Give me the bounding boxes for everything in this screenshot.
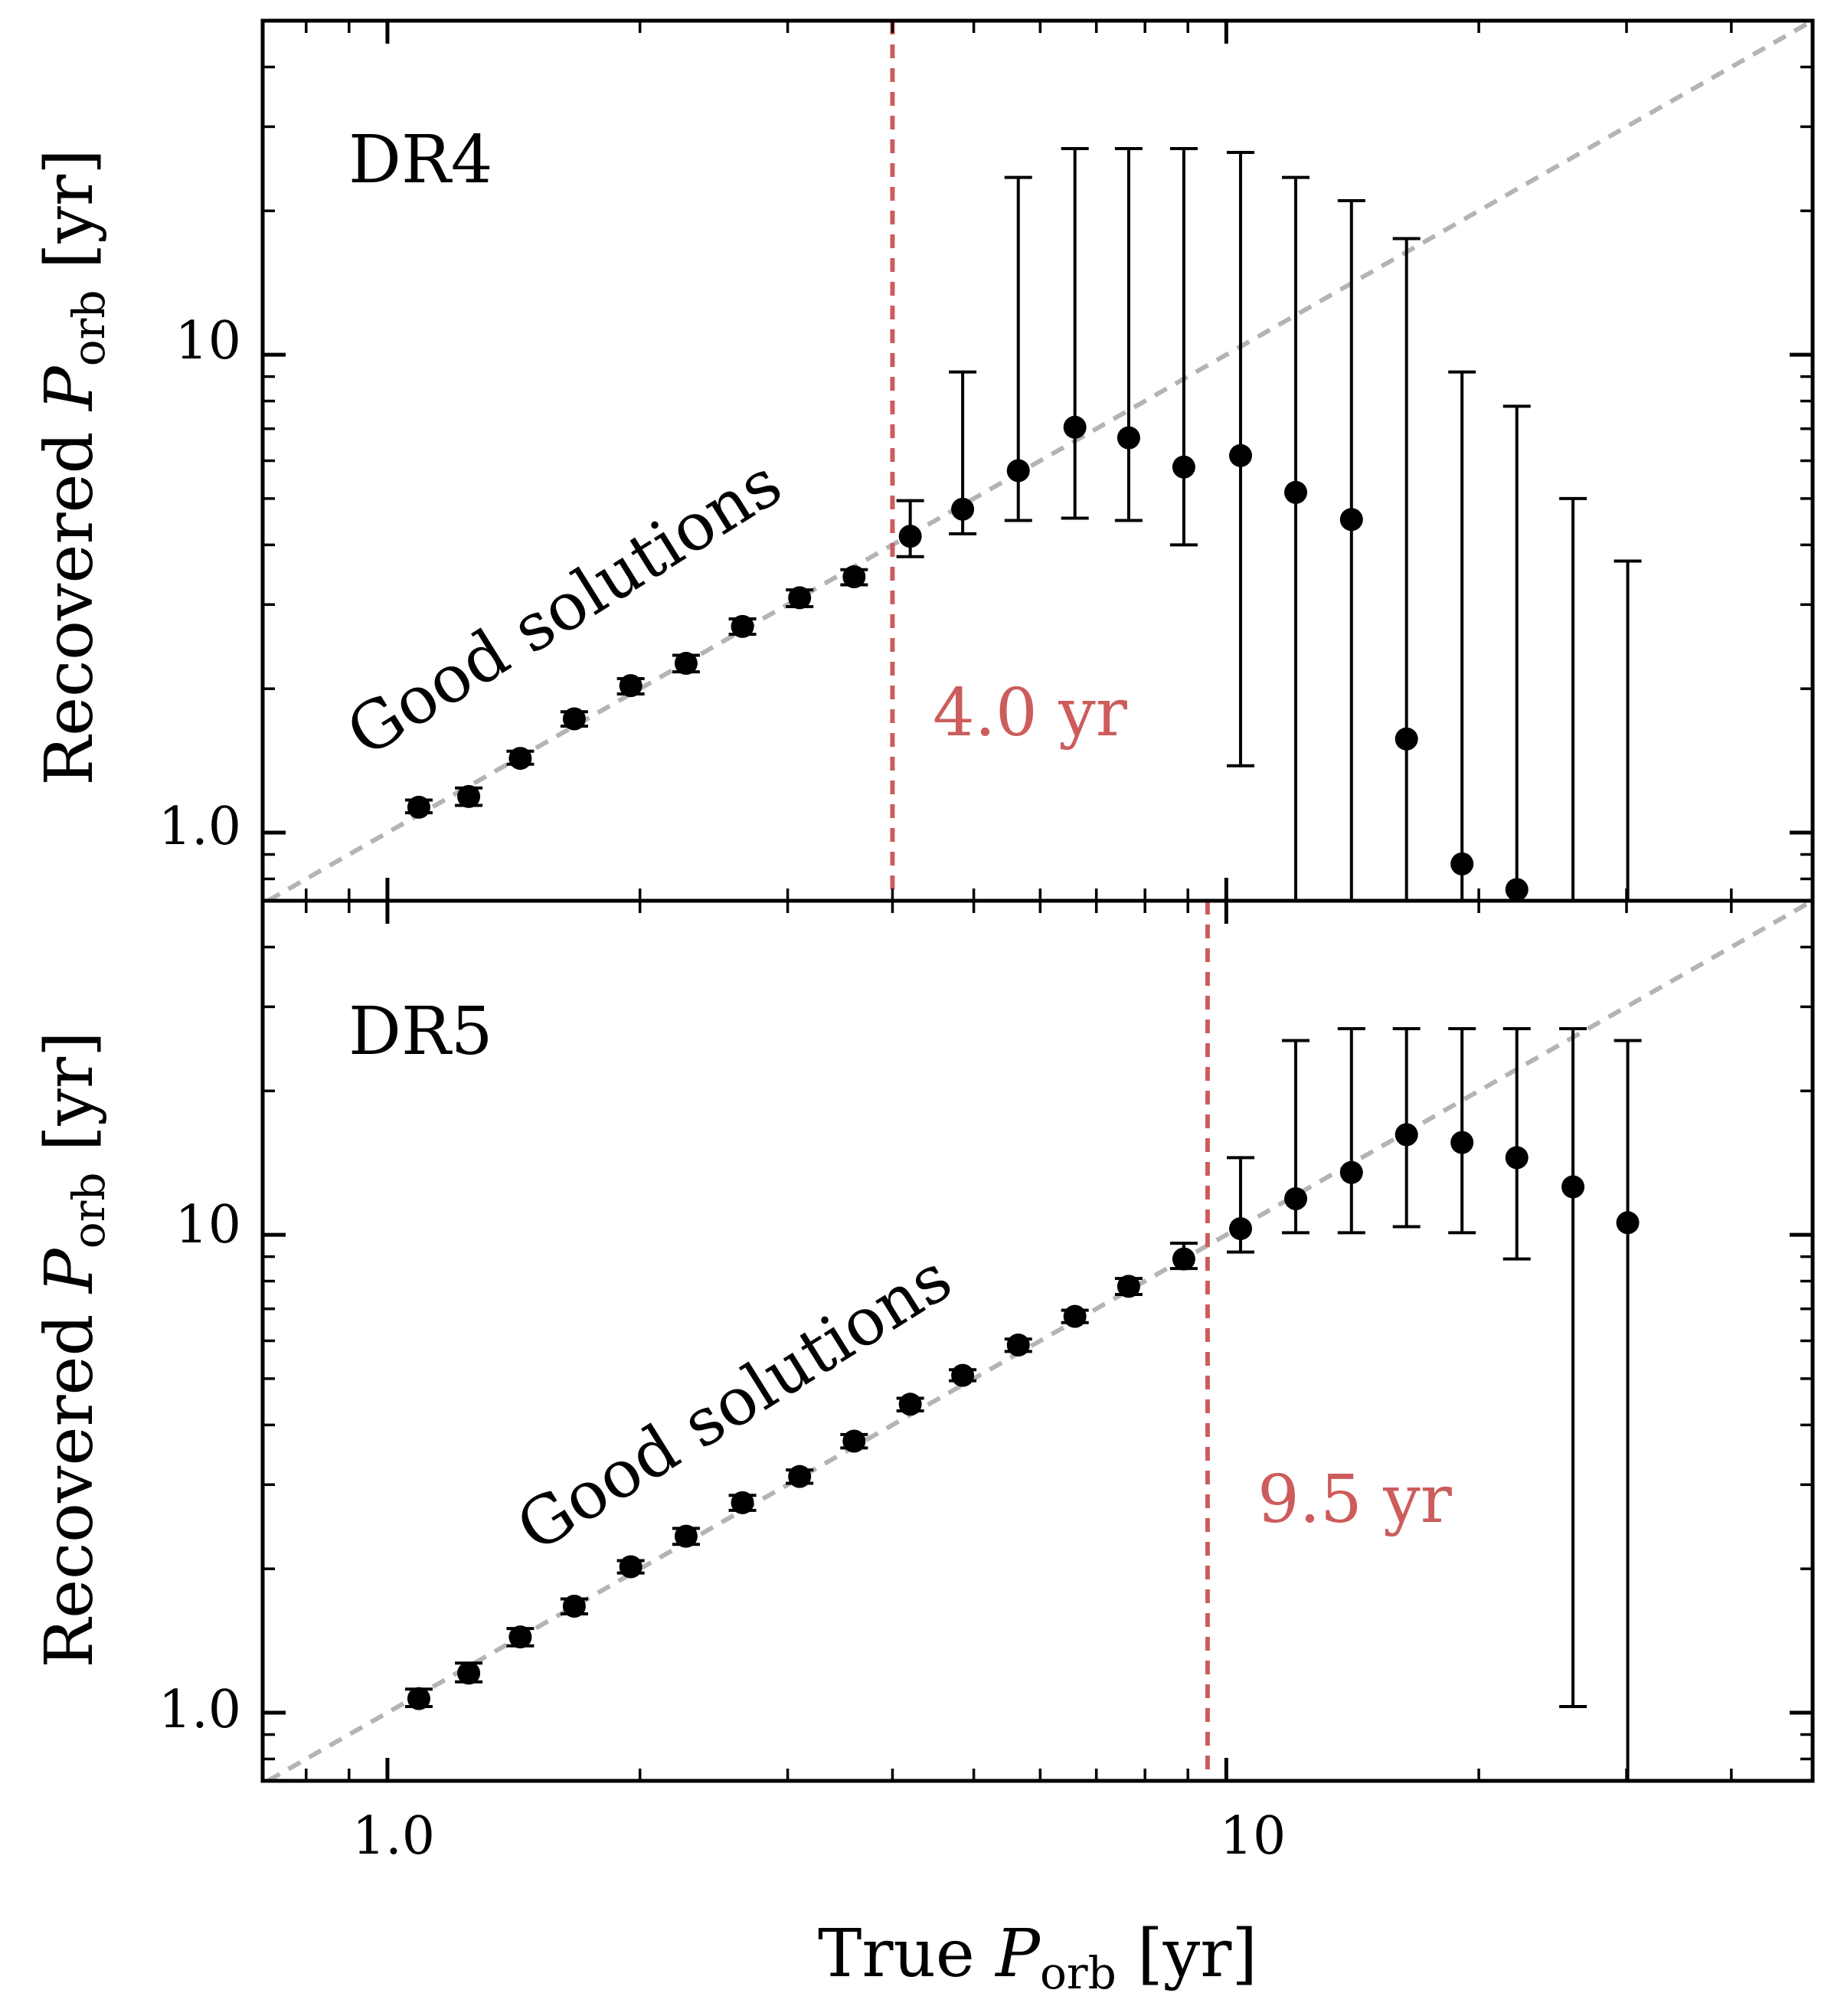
dr5-y-tick-label-10: 10 [175,1195,241,1255]
dr4-data-point-16 [1284,480,1308,504]
dr4-data-point-15 [1229,443,1253,467]
dr5-data-point-15 [1229,1217,1253,1241]
xlabel-prefix: True [818,1916,996,1992]
dr4-y-axis-label: Recovered Porb [yr] [31,149,115,785]
dr4-errorbar-16 [1282,175,1310,901]
dr4-y-tick-label-10: 10 [175,311,241,371]
dr4-data-point-7 [788,586,812,610]
x-axis-label: True Porb [yr] [818,1916,1257,1999]
dr5-data-point-2 [508,1625,532,1649]
dr4-ylabel-sub: orb [63,290,115,367]
dr5-data-point-19 [1450,1131,1474,1154]
dr5-data-point-16 [1284,1186,1308,1210]
dr4-errorbar-21 [1559,496,1587,901]
dr4-data-point-18 [1395,727,1418,751]
dr4-data-point-13 [1117,426,1140,450]
dr5-ticks [263,901,1814,1781]
dr4-errorbar-14 [1169,146,1198,547]
dr4-data-point-6 [731,614,754,638]
dr4-data-point-20 [1505,878,1529,901]
dr5-errorbar-22 [1614,1039,1642,1781]
dr5-data-point-21 [1561,1175,1585,1199]
dr5-data-point-22 [1616,1211,1640,1235]
dr5-errorbar-17 [1337,1026,1365,1235]
dr5-data-point-10 [951,1363,975,1387]
dr5-plot-area [266,901,1813,1781]
dr5-data-point-12 [1063,1304,1087,1328]
dr4-data-point-12 [1063,415,1087,439]
dr4-data-point-2 [508,747,532,771]
dr4-data [266,21,1813,901]
dr5-data-point-3 [562,1595,586,1618]
dr4-data-point-14 [1172,455,1195,479]
dr5-axes-frame [260,898,1815,1783]
dr4-panel-label: DR4 [348,122,492,198]
dr5-data-point-4 [619,1555,642,1579]
dr4-ylabel-symbol: P [31,365,108,412]
dr5-data-point-9 [898,1393,922,1416]
dr4-y-tick-label-1: 1.0 [159,797,241,857]
dr4-plot-area [266,21,1813,901]
dr5-y-tick-label-1: 1.0 [159,1680,241,1740]
dr5-tick-group [263,901,1814,1781]
dr4-threshold-label: 4.0 yr [933,675,1128,751]
dr5-ylabel-sub: orb [63,1173,115,1249]
dr5-data-point-11 [1006,1333,1030,1357]
dr5-data-point-14 [1172,1247,1195,1271]
dr5-data-point-18 [1395,1123,1418,1147]
dr5-panel-label: DR5 [348,993,492,1070]
dr5-errorbar-20 [1502,1026,1531,1261]
dr5-data-point-0 [407,1687,430,1710]
dr5-ylabel-unit: [yr] [31,1031,108,1172]
dr5-data [266,901,1813,1781]
dr5-data-point-17 [1339,1160,1363,1184]
dr5-errorbar-19 [1448,1026,1476,1235]
dr4-errorbar-12 [1061,146,1089,520]
dr5-data-point-1 [457,1661,481,1685]
dr5-ylabel-prefix: Recovered [31,1293,108,1667]
dr5-data-point-13 [1117,1275,1140,1298]
x-tick-label-10: 10 [1220,1806,1287,1867]
dr4-data-point-4 [619,674,642,698]
dr4-data-point-0 [407,795,430,819]
dr5-data-point-20 [1505,1146,1529,1170]
xlabel-symbol: P [994,1916,1041,1992]
dr5-y-axis-label: Recovered Porb [yr] [31,1031,115,1667]
dr5-threshold-label: 9.5 yr [1257,1461,1453,1538]
dr5-data-point-7 [788,1465,812,1488]
dr4-data-point-8 [842,565,866,589]
dr4-errorbar-22 [1614,559,1642,901]
dr4-data-point-19 [1450,852,1474,875]
dr5-data-point-5 [674,1524,698,1548]
dr4-errorbar-19 [1448,370,1476,901]
dr5-ylabel-symbol: P [31,1247,108,1294]
dr4-data-point-5 [674,652,698,676]
dr5-errorbar-21 [1559,1026,1587,1708]
dr4-data-point-1 [457,784,481,808]
dr4-data-point-9 [898,525,922,548]
dr5-data-point-6 [731,1491,754,1514]
dr4-ylabel-prefix: Recovered [31,411,108,785]
dr4-data-point-17 [1339,508,1363,532]
dr4-data-point-11 [1006,459,1030,483]
dr5-data-point-8 [842,1429,866,1453]
dr4-data-point-10 [951,497,975,521]
xlabel-sub: orb [1040,1947,1117,1999]
dr4-errorbar-18 [1392,237,1421,901]
dr4-errorbar-20 [1502,404,1531,901]
dr4-data-point-3 [562,707,586,731]
xlabel-unit: [yr] [1117,1916,1257,1992]
x-tick-label-1: 1.0 [352,1806,435,1867]
dr4-errorbar-13 [1114,146,1143,522]
dr4-ylabel-unit: [yr] [31,149,108,290]
dr4-errorbar-17 [1337,199,1365,901]
